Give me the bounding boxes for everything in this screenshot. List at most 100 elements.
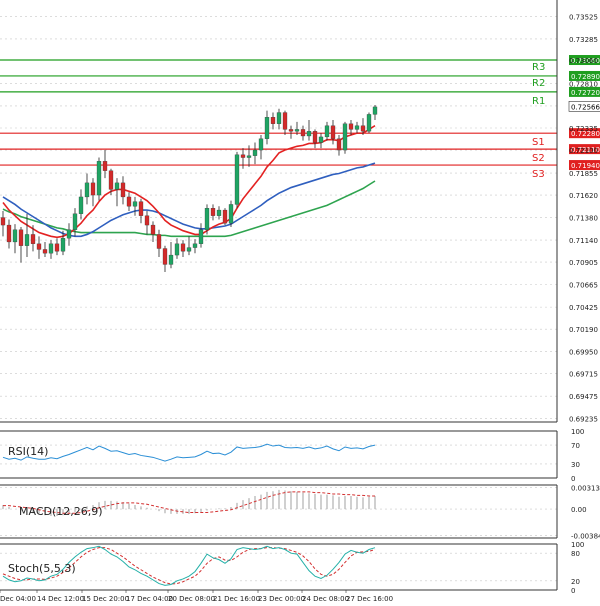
- candle-body: [114, 182, 120, 190]
- candle-body: [30, 234, 36, 244]
- tick-label: 20: [571, 578, 580, 586]
- candle-body: [66, 229, 72, 239]
- candle-body: [186, 247, 192, 252]
- candle: [24, 213, 30, 257]
- macd-label: MACD(12,26,9): [19, 505, 103, 518]
- time-tick-label: 21 Dec 16:00: [213, 595, 260, 603]
- candle-body: [318, 136, 324, 143]
- candle-body: [180, 243, 186, 252]
- level-name-label: R1: [532, 96, 545, 107]
- candle: [36, 236, 42, 259]
- candle-body: [96, 161, 102, 196]
- candle: [348, 120, 354, 136]
- candle: [18, 226, 24, 263]
- macd-axis: 0.003139 0.00 -0.00384: [571, 484, 600, 540]
- candle: [96, 157, 102, 201]
- level-price-box: [569, 86, 600, 97]
- tick-label: 30: [571, 461, 580, 469]
- price-tick-label: 0.69715: [569, 371, 598, 379]
- candle: [120, 176, 126, 205]
- candle: [114, 178, 120, 207]
- tick-label: 0.00: [571, 506, 587, 514]
- candle-body: [222, 209, 228, 224]
- candle-body: [348, 123, 354, 130]
- tick-label: 0.003139: [571, 484, 600, 492]
- candle-body: [126, 196, 132, 207]
- rsi-panel: RSI(14) 100 70 30 0: [0, 428, 584, 483]
- level-price-label: 0.72890: [571, 73, 600, 81]
- price-tick-label: 0.70665: [569, 282, 598, 290]
- stochastic-d-line: [2, 547, 376, 585]
- candle: [276, 108, 282, 130]
- candle-body: [354, 125, 360, 130]
- candle: [234, 151, 240, 209]
- candle-body: [78, 196, 84, 214]
- candle-body: [132, 201, 138, 207]
- panel-borders: [0, 0, 558, 591]
- candle-body: [102, 161, 108, 171]
- candle-body: [330, 125, 336, 139]
- candle-body: [276, 112, 282, 124]
- candle-body: [252, 149, 258, 156]
- ma-fast-line: [2, 124, 376, 239]
- candle: [102, 150, 108, 179]
- level-name-label: R2: [532, 78, 545, 89]
- support-resistance-levels: 0.73060 0.72890 0.72720 0.72280 0.72110 0.719…: [0, 55, 600, 180]
- candle: [186, 236, 192, 256]
- candle-body: [246, 155, 252, 158]
- price-tick-label: 0.70190: [569, 326, 598, 334]
- candle: [168, 241, 174, 269]
- candle-body: [54, 243, 60, 252]
- price-tick-label: 0.71620: [569, 192, 598, 200]
- macd-panel: MACD(12,26,9) 0.003139 0.00 -0.00384: [0, 484, 600, 541]
- price-tick-label: 0.71140: [569, 237, 598, 245]
- tick-label: 100: [571, 541, 584, 549]
- price-tick-label: 0.71380: [569, 215, 598, 223]
- candle: [180, 240, 186, 257]
- candle: [246, 145, 252, 167]
- candle-body: [306, 131, 312, 137]
- candle: [324, 121, 330, 141]
- candle-body: [216, 209, 222, 216]
- candle: [360, 118, 366, 136]
- candle: [90, 178, 96, 207]
- time-tick-label: 15 Dec 20:00: [82, 595, 129, 603]
- candle: [54, 238, 60, 256]
- level-price-label: 0.72110: [571, 146, 600, 154]
- tick-label: -0.00384: [571, 533, 600, 541]
- candle: [228, 200, 234, 227]
- candle-body: [120, 182, 126, 198]
- tick-label: 80: [571, 550, 580, 558]
- candle-body: [228, 204, 234, 224]
- candle: [270, 112, 276, 130]
- candle: [66, 223, 72, 246]
- candle: [312, 129, 318, 149]
- price-panel: 0.73060 0.72890 0.72720 0.72280 0.72110 0.719…: [0, 13, 600, 424]
- level-price-box: [569, 144, 600, 155]
- candle: [204, 204, 210, 235]
- price-tick-label: 0.73285: [569, 36, 598, 44]
- level-name-label: S3: [532, 169, 545, 180]
- level-price-label: 0.73060: [571, 57, 600, 65]
- candle-body: [90, 182, 96, 196]
- current-price-label: 0.72566: [571, 103, 600, 111]
- candle-body: [144, 215, 150, 226]
- candle-body: [372, 106, 378, 115]
- candle-body: [138, 201, 144, 216]
- price-tick-label: 0.73525: [569, 13, 598, 21]
- candle-body: [60, 238, 66, 252]
- rsi-line: [2, 443, 376, 462]
- candle: [354, 121, 360, 134]
- candle: [330, 120, 336, 145]
- ma-mid-line: [2, 162, 376, 238]
- candle-body: [258, 138, 264, 151]
- candle: [258, 135, 264, 160]
- price-tick-label: 0.69475: [569, 393, 598, 401]
- candle: [294, 121, 300, 136]
- tick-label: 0: [571, 475, 575, 483]
- candle-body: [210, 208, 216, 216]
- candle: [366, 112, 372, 134]
